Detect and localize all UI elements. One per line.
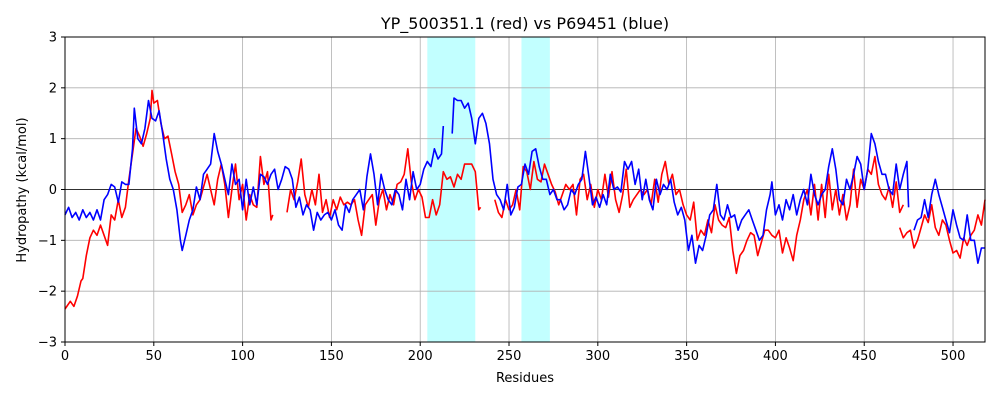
x-tick-label: 0 [61, 349, 69, 364]
x-tick-label: 150 [319, 349, 344, 364]
x-tick-label: 350 [674, 349, 699, 364]
x-tick-label: 500 [941, 349, 966, 364]
series-line-blue [64, 97, 985, 264]
x-tick-label: 400 [763, 349, 788, 364]
x-tick-label: 250 [497, 349, 522, 364]
x-tick-label: 450 [852, 349, 877, 364]
y-tick-label: −3 [38, 336, 57, 351]
y-tick-label: 3 [49, 31, 57, 46]
series-line-red [64, 89, 986, 310]
series-lines [64, 89, 986, 310]
y-tick-label: 1 [49, 132, 57, 147]
y-tick-label: −2 [38, 285, 57, 300]
chart-title: YP_500351.1 (red) vs P69451 (blue) [380, 14, 669, 34]
y-axis-label: Hydropathy (kcal/mol) [15, 117, 30, 262]
x-tick-label: 200 [408, 349, 433, 364]
axis-ticks: 0 50 100 150 200 250 300 350 400 450 500 −3 −2 −1 0 1 2 3 [38, 31, 966, 365]
x-axis-label: Residues [496, 371, 554, 386]
x-tick-label: 100 [230, 349, 255, 364]
x-tick-label: 300 [585, 349, 610, 364]
x-tick-label: 50 [146, 349, 163, 364]
y-tick-label: 2 [49, 81, 57, 96]
y-tick-label: −1 [38, 234, 57, 249]
y-tick-label: 0 [49, 183, 57, 198]
